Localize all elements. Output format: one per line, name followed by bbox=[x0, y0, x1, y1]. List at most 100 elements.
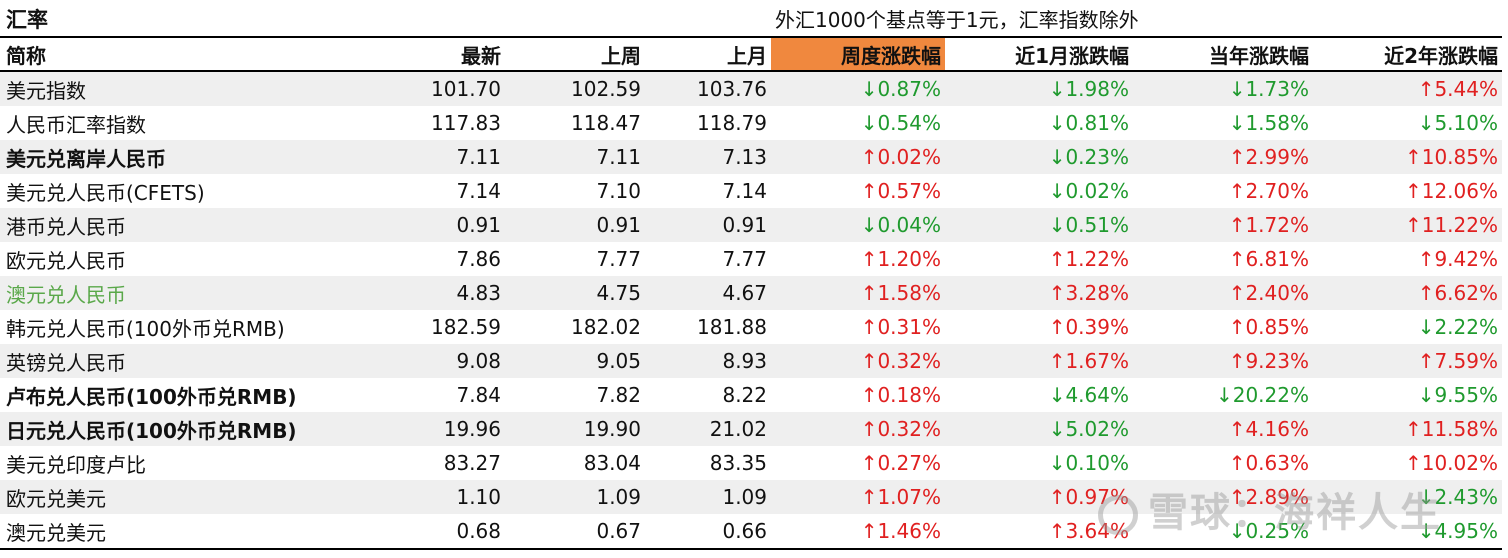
cell-latest: 9.08 bbox=[360, 344, 505, 378]
cell-latest: 101.70 bbox=[360, 71, 505, 106]
cell-1m-change: ↓0.02% bbox=[945, 174, 1133, 208]
cell-1m-change: ↑0.39% bbox=[945, 310, 1133, 344]
cell-latest: 7.14 bbox=[360, 174, 505, 208]
cell-1m-change: ↓0.51% bbox=[945, 208, 1133, 242]
table-row: 人民币汇率指数 117.83 118.47 118.79 ↓0.54% ↓0.81% ↓1.… bbox=[0, 106, 1502, 140]
cell-2y-change: ↑9.42% bbox=[1313, 242, 1502, 276]
table-title: 汇率 bbox=[6, 8, 48, 32]
cell-weekly-change: ↓0.04% bbox=[771, 208, 945, 242]
cell-1m-change: ↓4.64% bbox=[945, 378, 1133, 412]
cell-last-week: 7.77 bbox=[505, 242, 645, 276]
cell-last-month: 1.09 bbox=[645, 480, 771, 514]
cell-ytd-change: ↓1.58% bbox=[1133, 106, 1313, 140]
cell-weekly-change: ↑0.27% bbox=[771, 446, 945, 480]
header-ytd-change: 当年涨跌幅 bbox=[1133, 36, 1313, 72]
table-row: 美元指数 101.70 102.59 103.76 ↓0.87% ↓1.98% ↓1.73%… bbox=[0, 71, 1502, 106]
table-row: 港币兑人民币 0.91 0.91 0.91 ↓0.04% ↓0.51% ↑1.72% ↑11.… bbox=[0, 208, 1502, 242]
cell-latest: 0.68 bbox=[360, 514, 505, 550]
header-1m-change: 近1月涨跌幅 bbox=[945, 36, 1133, 72]
cell-2y-change: ↓9.55% bbox=[1313, 378, 1502, 412]
row-name: 美元指数 bbox=[0, 71, 360, 106]
cell-weekly-change: ↑0.18% bbox=[771, 378, 945, 412]
cell-ytd-change: ↑9.23% bbox=[1133, 344, 1313, 378]
header-row: 简称 最新 上周 上月 周度涨跌幅 近1月涨跌幅 当年涨跌幅 近2年涨跌幅 bbox=[0, 36, 1502, 72]
cell-weekly-change: ↑1.20% bbox=[771, 242, 945, 276]
cell-ytd-change: ↑1.72% bbox=[1133, 208, 1313, 242]
cell-ytd-change: ↑4.16% bbox=[1133, 412, 1313, 446]
table-row: 澳元兑美元 0.68 0.67 0.66 ↑1.46% ↑3.64% ↓0.25% ↓4.95… bbox=[0, 514, 1502, 550]
cell-last-week: 83.04 bbox=[505, 446, 645, 480]
cell-last-week: 9.05 bbox=[505, 344, 645, 378]
cell-weekly-change: ↑1.46% bbox=[771, 514, 945, 550]
cell-last-month: 103.76 bbox=[645, 71, 771, 106]
header-weekly-change: 周度涨跌幅 bbox=[771, 36, 945, 72]
cell-2y-change: ↑10.85% bbox=[1313, 140, 1502, 174]
table-row: 美元兑离岸人民币 7.11 7.11 7.13 ↑0.02% ↓0.23% ↑2.99% ↑1… bbox=[0, 140, 1502, 174]
title-row: 汇率 外汇1000个基点等于1元，汇率指数除外 bbox=[0, 0, 1508, 36]
cell-1m-change: ↑3.64% bbox=[945, 514, 1133, 550]
cell-last-week: 7.11 bbox=[505, 140, 645, 174]
cell-weekly-change: ↑0.02% bbox=[771, 140, 945, 174]
cell-1m-change: ↑1.67% bbox=[945, 344, 1133, 378]
cell-latest: 117.83 bbox=[360, 106, 505, 140]
cell-weekly-change: ↑1.07% bbox=[771, 480, 945, 514]
header-last-month: 上月 bbox=[645, 36, 771, 72]
cell-last-month: 181.88 bbox=[645, 310, 771, 344]
cell-latest: 7.86 bbox=[360, 242, 505, 276]
cell-last-week: 0.67 bbox=[505, 514, 645, 550]
cell-latest: 0.91 bbox=[360, 208, 505, 242]
table-row: 欧元兑美元 1.10 1.09 1.09 ↑1.07% ↑0.97% ↑2.89% ↓2.43… bbox=[0, 480, 1502, 514]
table-note: 外汇1000个基点等于1元，汇率指数除外 bbox=[775, 8, 1139, 32]
cell-latest: 182.59 bbox=[360, 310, 505, 344]
row-name: 澳元兑人民币 bbox=[0, 276, 360, 310]
cell-1m-change: ↓0.10% bbox=[945, 446, 1133, 480]
header-latest: 最新 bbox=[360, 36, 505, 72]
row-name: 欧元兑美元 bbox=[0, 480, 360, 514]
table-row: 澳元兑人民币 4.83 4.75 4.67 ↑1.58% ↑3.28% ↑2.40% ↑6.6… bbox=[0, 276, 1502, 310]
header-last-week: 上周 bbox=[505, 36, 645, 72]
cell-last-week: 1.09 bbox=[505, 480, 645, 514]
cell-weekly-change: ↓0.87% bbox=[771, 71, 945, 106]
cell-2y-change: ↑7.59% bbox=[1313, 344, 1502, 378]
row-name: 美元兑离岸人民币 bbox=[0, 140, 360, 174]
row-name: 欧元兑人民币 bbox=[0, 242, 360, 276]
table-body: 美元指数 101.70 102.59 103.76 ↓0.87% ↓1.98% ↓1.73%… bbox=[0, 71, 1502, 550]
cell-ytd-change: ↑2.40% bbox=[1133, 276, 1313, 310]
cell-2y-change: ↑5.44% bbox=[1313, 71, 1502, 106]
table-row: 欧元兑人民币 7.86 7.77 7.77 ↑1.20% ↑1.22% ↑6.81% ↑9.4… bbox=[0, 242, 1502, 276]
table-row: 韩元兑人民币(100外币兑RMB) 182.59 182.02 181.88 ↑0.31… bbox=[0, 310, 1502, 344]
cell-last-month: 4.67 bbox=[645, 276, 771, 310]
cell-2y-change: ↑11.58% bbox=[1313, 412, 1502, 446]
cell-ytd-change: ↑2.99% bbox=[1133, 140, 1313, 174]
table-row: 卢布兑人民币(100外币兑RMB) 7.84 7.82 8.22 ↑0.18% ↓4.64… bbox=[0, 378, 1502, 412]
cell-latest: 4.83 bbox=[360, 276, 505, 310]
cell-1m-change: ↓5.02% bbox=[945, 412, 1133, 446]
cell-weekly-change: ↑0.32% bbox=[771, 412, 945, 446]
cell-2y-change: ↓2.43% bbox=[1313, 480, 1502, 514]
row-name: 人民币汇率指数 bbox=[0, 106, 360, 140]
table-row: 美元兑人民币(CFETS) 7.14 7.10 7.14 ↑0.57% ↓0.02% ↑2.… bbox=[0, 174, 1502, 208]
cell-last-week: 4.75 bbox=[505, 276, 645, 310]
cell-last-week: 182.02 bbox=[505, 310, 645, 344]
cell-latest: 7.11 bbox=[360, 140, 505, 174]
cell-1m-change: ↓0.81% bbox=[945, 106, 1133, 140]
cell-ytd-change: ↑0.85% bbox=[1133, 310, 1313, 344]
table-row: 日元兑人民币(100外币兑RMB) 19.96 19.90 21.02 ↑0.32% ↓5… bbox=[0, 412, 1502, 446]
table-row: 英镑兑人民币 9.08 9.05 8.93 ↑0.32% ↑1.67% ↑9.23% ↑7.5… bbox=[0, 344, 1502, 378]
cell-latest: 83.27 bbox=[360, 446, 505, 480]
cell-1m-change: ↓1.98% bbox=[945, 71, 1133, 106]
cell-1m-change: ↑3.28% bbox=[945, 276, 1133, 310]
row-name: 美元兑人民币(CFETS) bbox=[0, 174, 360, 208]
cell-ytd-change: ↑2.89% bbox=[1133, 480, 1313, 514]
row-name: 美元兑印度卢比 bbox=[0, 446, 360, 480]
row-name: 英镑兑人民币 bbox=[0, 344, 360, 378]
cell-last-month: 7.13 bbox=[645, 140, 771, 174]
cell-latest: 1.10 bbox=[360, 480, 505, 514]
cell-2y-change: ↑6.62% bbox=[1313, 276, 1502, 310]
row-name: 卢布兑人民币(100外币兑RMB) bbox=[0, 378, 360, 412]
cell-latest: 19.96 bbox=[360, 412, 505, 446]
cell-last-month: 21.02 bbox=[645, 412, 771, 446]
row-name: 澳元兑美元 bbox=[0, 514, 360, 550]
cell-2y-change: ↓5.10% bbox=[1313, 106, 1502, 140]
cell-2y-change: ↑11.22% bbox=[1313, 208, 1502, 242]
